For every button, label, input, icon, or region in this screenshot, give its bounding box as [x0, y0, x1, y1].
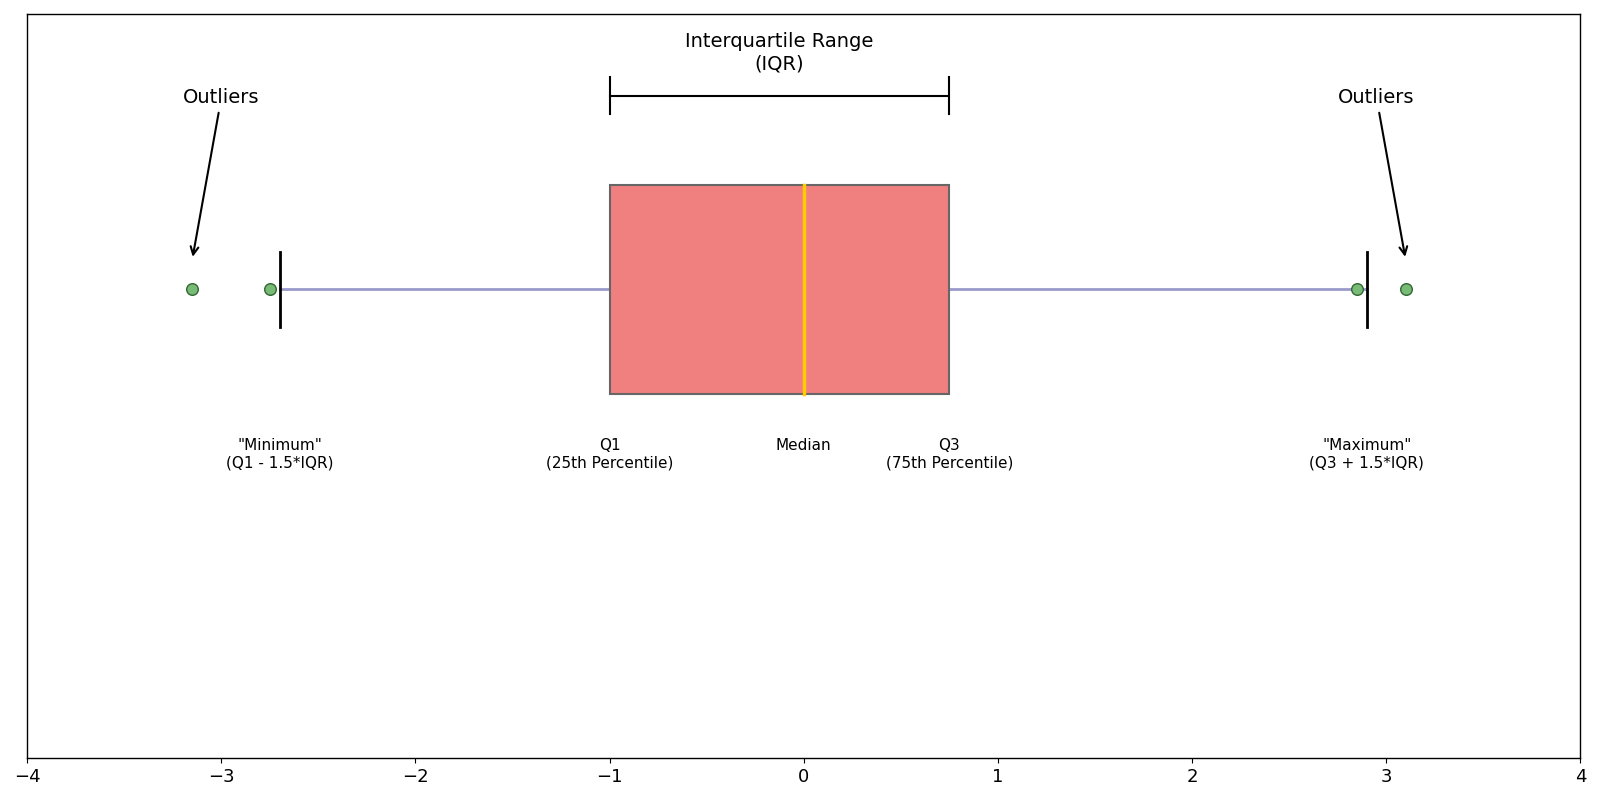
Point [1344, 283, 1370, 296]
Text: Median: Median [776, 438, 832, 454]
Text: Q3
(75th Percentile): Q3 (75th Percentile) [886, 438, 1013, 470]
Text: Interquartile Range
(IQR): Interquartile Range (IQR) [685, 33, 874, 74]
Bar [610, 185, 949, 394]
Text: Outliers: Outliers [1338, 88, 1414, 254]
Point [1394, 283, 1419, 296]
Text: "Minimum"
(Q1 - 1.5*IQR): "Minimum" (Q1 - 1.5*IQR) [226, 438, 333, 470]
Text: "Maximum"
(Q3 + 1.5*IQR): "Maximum" (Q3 + 1.5*IQR) [1309, 438, 1424, 470]
Point [179, 283, 205, 296]
Text: Q1
(25th Percentile): Q1 (25th Percentile) [546, 438, 674, 470]
Point [258, 283, 283, 296]
Text: Outliers: Outliers [182, 88, 259, 254]
